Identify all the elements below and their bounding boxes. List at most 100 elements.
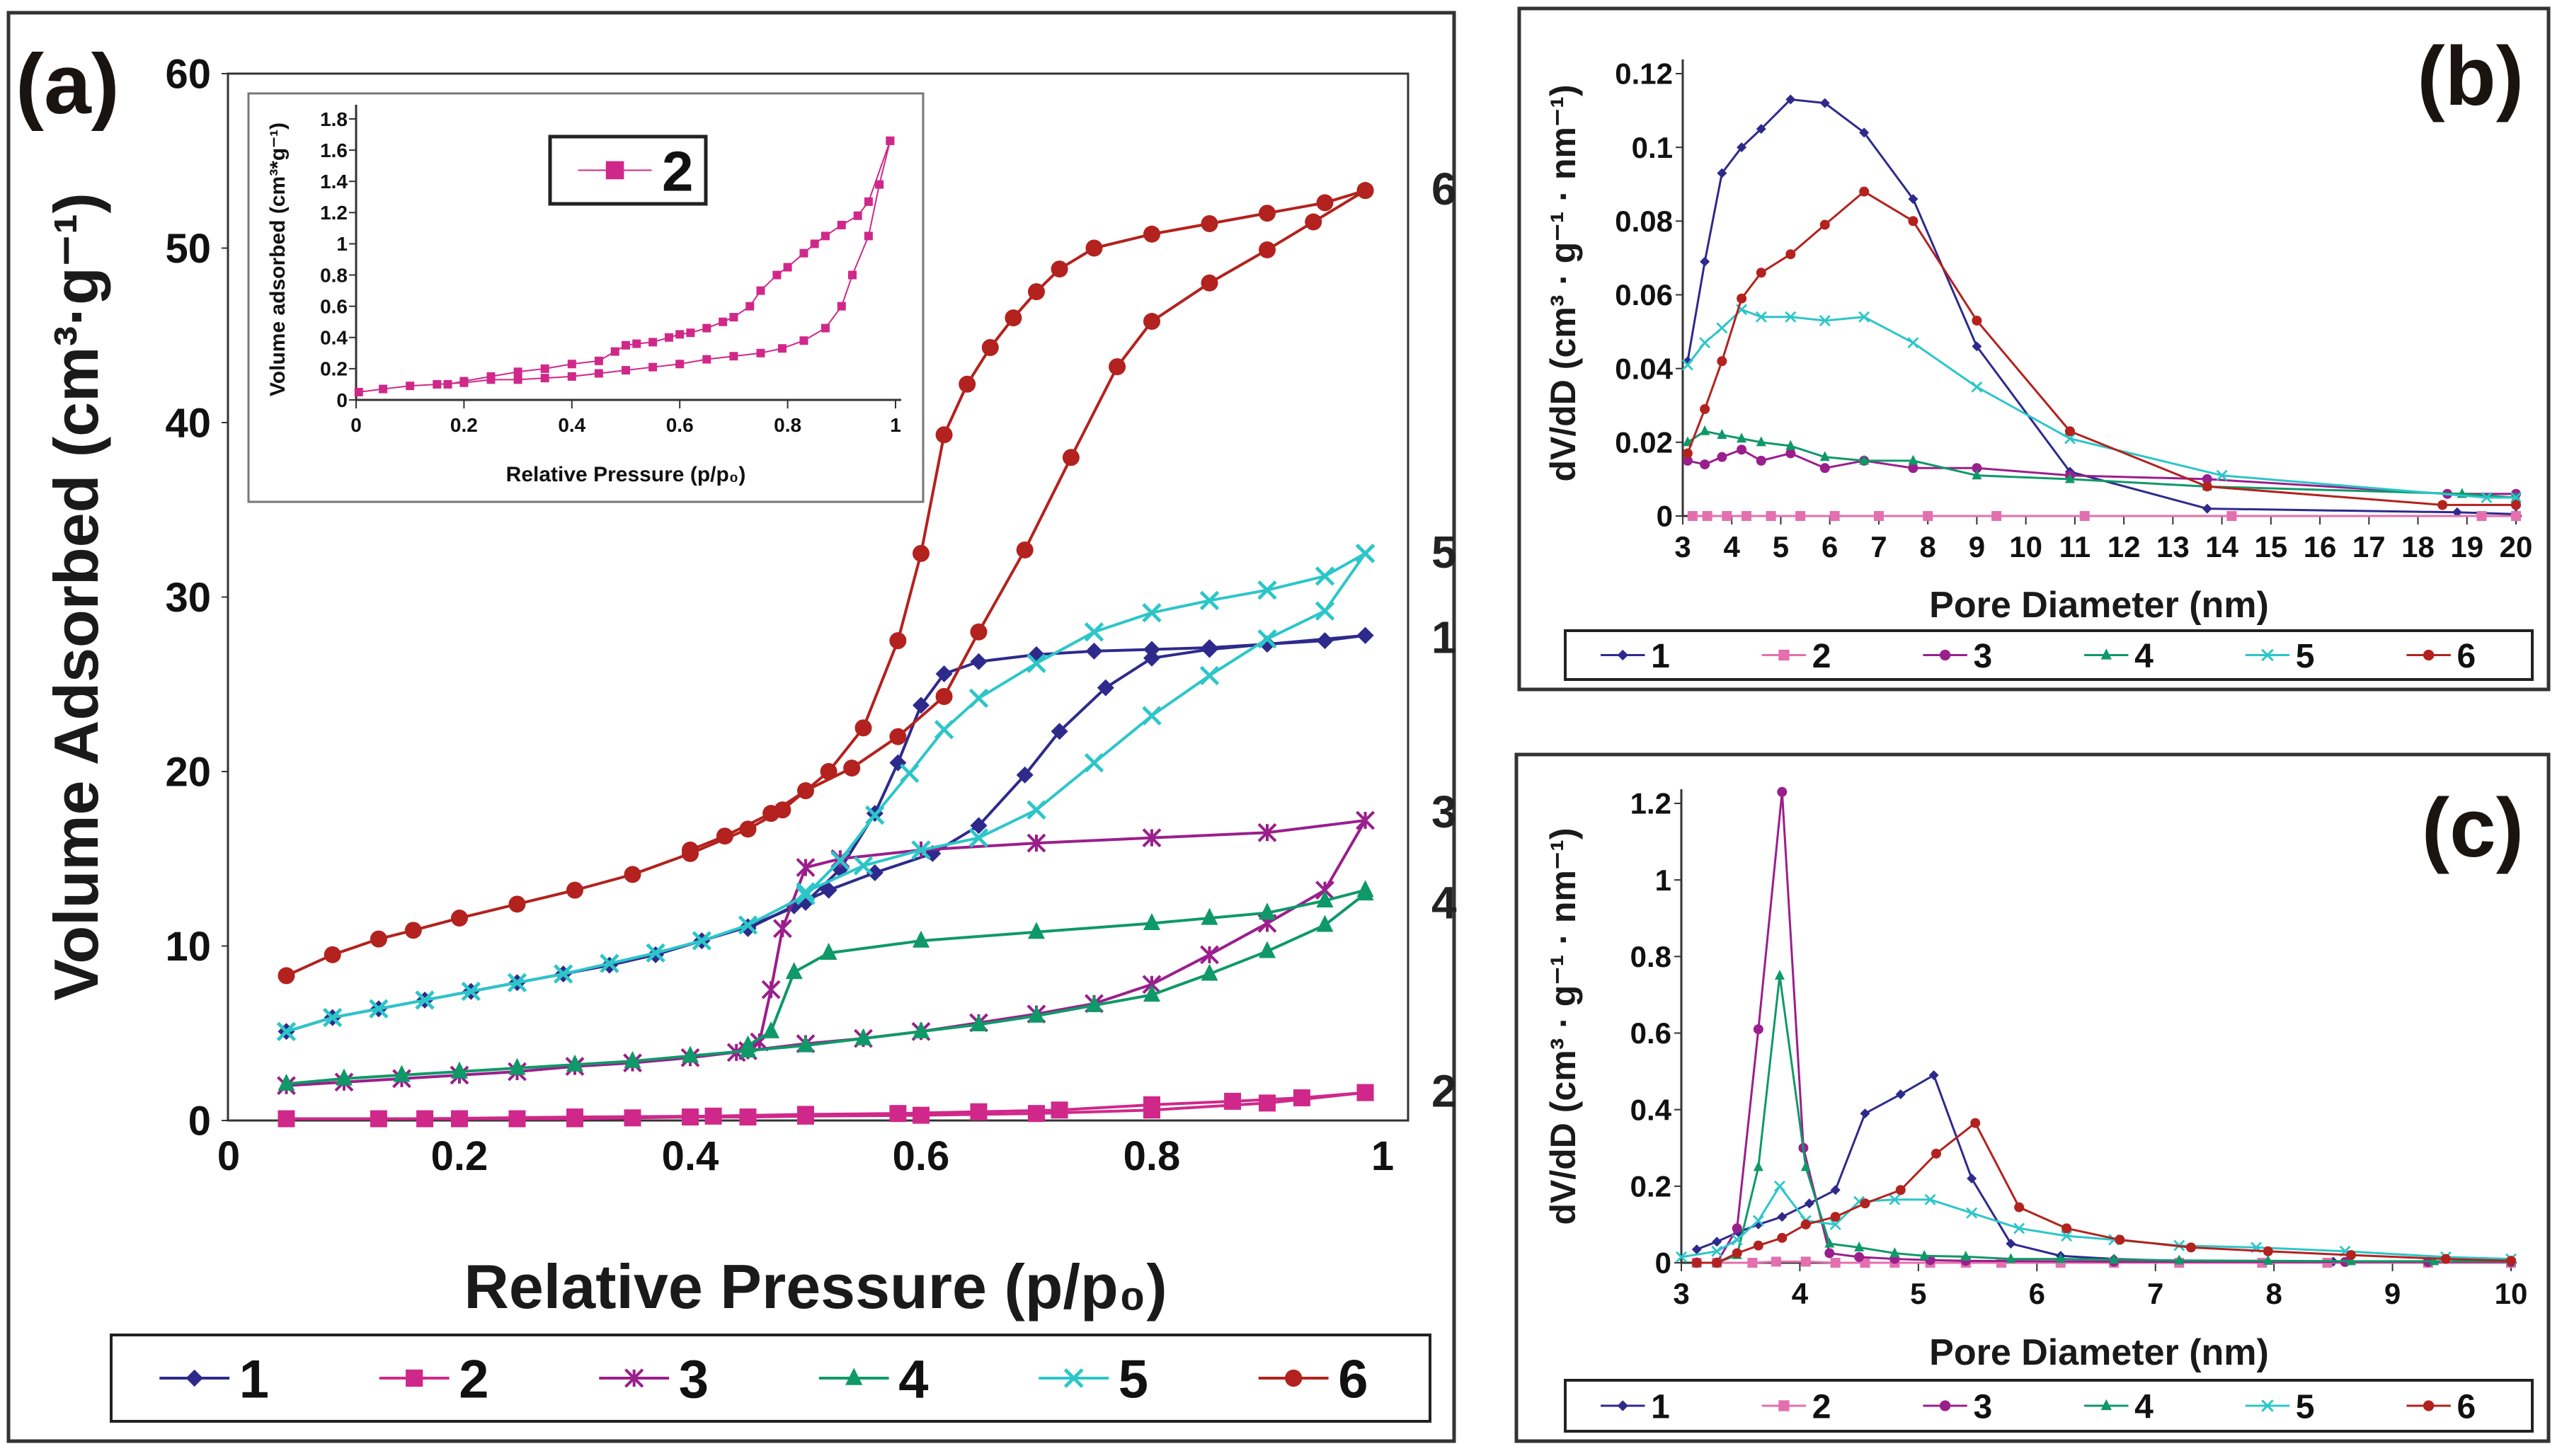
series-6-point [1682, 448, 1693, 459]
curve-end-label: 1 [1431, 612, 1457, 663]
series-6-point [716, 827, 733, 845]
series-2-point [459, 377, 469, 386]
series-5-point [1971, 381, 1983, 393]
y-tick-label: 1 [336, 233, 348, 255]
legend-item-6: 6 [1258, 1349, 1368, 1409]
series-5-point [934, 720, 954, 740]
series-2-point [970, 1103, 988, 1120]
legend-label: 3 [679, 1349, 709, 1409]
legend-marker-icon [1939, 649, 1951, 661]
y-tick-label: 1.2 [320, 202, 348, 224]
panel-a-y-axis-label: Volume Adsorbed (cm³·g⁻¹) [41, 193, 111, 1001]
legend-item-4: 4 [2084, 1388, 2154, 1426]
series-6-points-line [1686, 190, 2516, 506]
series-2 [354, 136, 895, 396]
series-2-point [2079, 511, 2090, 521]
panel-a-x-axis-label: Relative Pressure (p/p₀) [464, 1251, 1167, 1322]
series-6-point [913, 544, 930, 562]
x-tick-label: 1 [890, 414, 901, 436]
series-2-point [354, 387, 363, 396]
inset-plot: 0 0.2 0.4 0.6 0.8 1 0 0.2 0.4 0.6 0.8 1 1.2 1.4 1.6 1.8… [247, 92, 925, 503]
series-2 [1687, 511, 2521, 521]
legend-label: 4 [898, 1349, 928, 1409]
series-2-point [567, 372, 576, 381]
series-2-point [1771, 1256, 1781, 1267]
series-1-point [1928, 1070, 1939, 1080]
y-tick-label: 0 [1655, 1246, 1671, 1280]
series-6-point [1732, 1248, 1742, 1259]
y-tick-label: 1.4 [320, 171, 348, 193]
y-tick-label: 0 [1657, 500, 1673, 533]
series-5 [1681, 304, 2522, 503]
series-1-point [913, 697, 930, 714]
series-4-point [1756, 436, 1766, 447]
panel-c-plot: 3 4 5 6 7 8 9 10 0 0.2 0.4 0.6 0.8 1 1.2 1 2 3 4 5 6 [1564, 787, 2534, 1433]
series-2-point [853, 211, 862, 220]
series-1-point [1717, 168, 1727, 178]
series-2-point [875, 180, 884, 189]
series-1-point [1830, 1185, 1841, 1196]
series-5-point [1819, 314, 1831, 326]
series-5-point [1026, 800, 1046, 820]
series-6-point [451, 910, 468, 927]
series-5-point [646, 943, 665, 963]
series-2-point [443, 379, 452, 389]
legend-label: 2 [662, 139, 694, 202]
series-4-point [1889, 1247, 1900, 1258]
x-tick-label: 4 [1724, 530, 1741, 563]
series-2-point [810, 239, 819, 248]
series-2-point [513, 367, 522, 377]
series-5-point [1026, 653, 1046, 673]
legend-box [1564, 1379, 2534, 1433]
series-5-point [900, 763, 920, 784]
series-2-point [370, 1110, 387, 1128]
series-6-point [2115, 1234, 2125, 1245]
series-1-point [1859, 127, 1870, 138]
legend-item-2: 2 [1761, 638, 1831, 675]
series-5-point [276, 1021, 297, 1041]
panel-b-y-axis-label: dV/dD (cm³ · g⁻¹ · nm⁻¹) [1543, 84, 1583, 481]
series-6-point [1051, 260, 1068, 278]
x-tick-label: 0.4 [662, 1133, 719, 1179]
legend-marker-icon [2100, 648, 2112, 660]
series-2-point [2476, 511, 2487, 521]
series-2-point [648, 338, 658, 347]
series-1-point [1016, 766, 1034, 784]
x-tick-label: 7 [1870, 530, 1887, 563]
legend-marker-icon [624, 1368, 644, 1388]
series-5-point [911, 840, 931, 860]
legend-item-2: 2 [578, 139, 694, 202]
series-4-point [393, 1065, 411, 1082]
x-tick-label: 10 [2495, 1277, 2528, 1310]
x-tick-label: 14 [2205, 530, 2238, 563]
legend: 1 2 3 4 5 6 [110, 1334, 1431, 1423]
series-2-point [2511, 511, 2521, 521]
series-4-point [762, 1021, 780, 1038]
series-4-point [913, 930, 930, 948]
series-2-point [540, 364, 549, 373]
series-3-point [1824, 1248, 1835, 1259]
series-4-point [970, 1014, 988, 1032]
series-1-point [1972, 341, 1982, 352]
series-6-point [2437, 500, 2448, 510]
series-2-point [632, 339, 641, 348]
legend-label: 2 [1812, 1388, 1831, 1426]
series-4-point [336, 1068, 353, 1086]
series-3-point [1854, 1251, 1865, 1262]
series-4-point [1785, 440, 1796, 450]
legend-label: 5 [1119, 1349, 1148, 1409]
legend-label: 5 [2296, 638, 2315, 675]
series-3-point [1753, 1024, 1763, 1035]
panel-b-border [1517, 6, 2551, 692]
series-3-point [772, 919, 792, 939]
series-1-point [1756, 124, 1766, 134]
series-4-point [2345, 1255, 2356, 1266]
series-5-point [830, 851, 850, 871]
series-5-point [1142, 602, 1162, 623]
series-6-point [404, 922, 422, 939]
series-6 [1682, 186, 2521, 510]
series-1-point [1201, 641, 1218, 658]
series-4-point [1356, 880, 1374, 898]
y-tick-label: 0.2 [320, 358, 348, 380]
series-3-point [1700, 459, 1710, 470]
